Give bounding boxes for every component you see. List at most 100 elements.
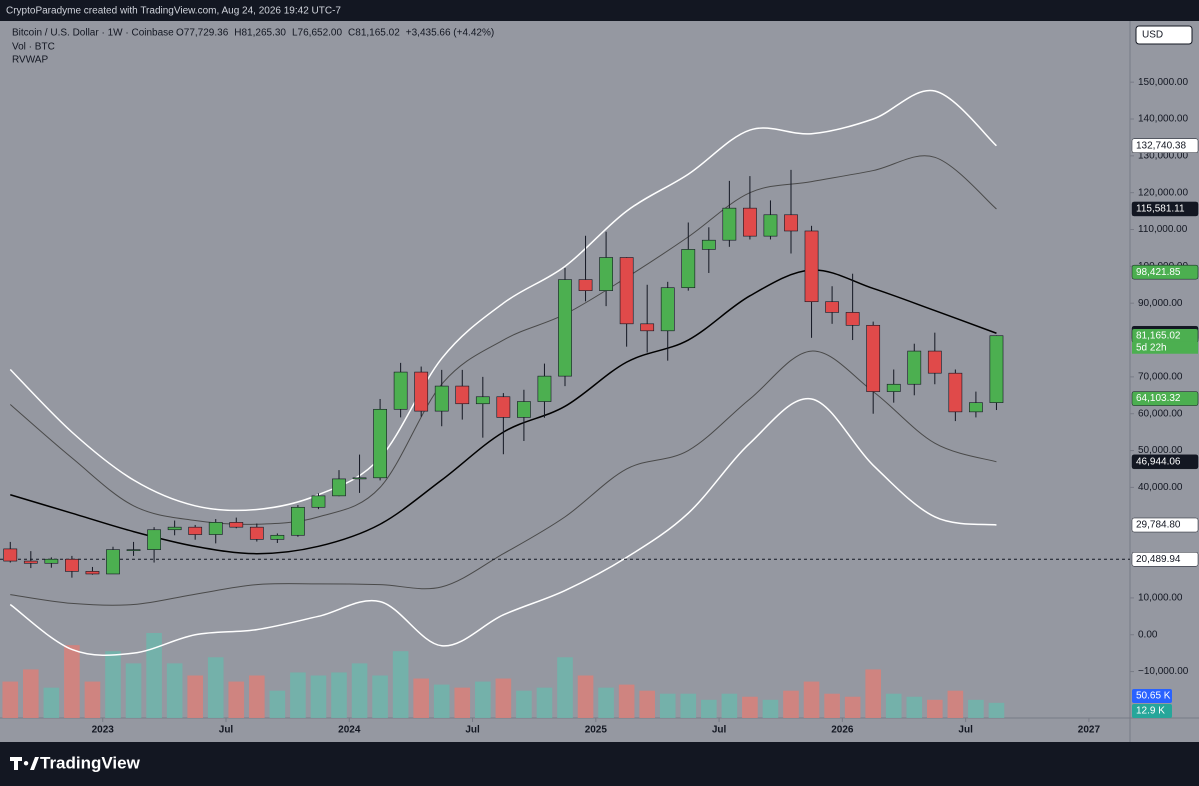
volume-bar bbox=[721, 693, 738, 718]
price-tag-label: 132,740.38 bbox=[1136, 140, 1186, 151]
candle-body bbox=[825, 301, 839, 313]
volume-bar bbox=[844, 696, 861, 718]
candle bbox=[414, 366, 429, 417]
candle bbox=[475, 376, 490, 438]
volume-bar bbox=[331, 672, 347, 718]
candle-body bbox=[455, 385, 470, 405]
price-tag-label: 98,421.85 bbox=[1136, 267, 1181, 278]
volume-bar bbox=[701, 699, 717, 718]
candle bbox=[249, 523, 264, 542]
ohlc-value: O77,729.36 bbox=[176, 28, 229, 39]
candle-body bbox=[886, 383, 901, 392]
volume-bar bbox=[680, 693, 697, 718]
currency-box bbox=[1135, 25, 1193, 45]
ohlc-value: +3,435.66 (+4.42%) bbox=[406, 28, 494, 39]
band-line bbox=[10, 269, 997, 555]
price-tag bbox=[1131, 264, 1199, 280]
price-tag bbox=[1131, 517, 1199, 533]
ohlc-value: L76,652.00 bbox=[292, 28, 342, 39]
band-line bbox=[9, 398, 997, 657]
candle-body bbox=[599, 257, 613, 291]
candle bbox=[927, 332, 942, 385]
y-tick-label: 90,000.00 bbox=[1138, 298, 1183, 309]
candle-body bbox=[907, 350, 922, 385]
volume-bar bbox=[146, 633, 162, 718]
candle-body bbox=[373, 408, 387, 479]
volume-bar bbox=[310, 675, 327, 718]
x-tick-label: Jul bbox=[465, 725, 480, 736]
candle bbox=[866, 321, 881, 414]
volume-bar bbox=[639, 690, 655, 718]
candle-body bbox=[640, 323, 655, 332]
price-tag bbox=[1131, 454, 1199, 470]
x-tick-label: 2026 bbox=[831, 725, 854, 736]
candle-body bbox=[249, 526, 264, 540]
volume-bar bbox=[207, 657, 224, 718]
volume-bar bbox=[885, 693, 902, 718]
candle bbox=[85, 566, 100, 575]
candle-body bbox=[743, 207, 757, 237]
candle-body bbox=[578, 279, 593, 291]
candle-body bbox=[866, 324, 881, 392]
volume-bar bbox=[392, 651, 409, 718]
candle bbox=[126, 541, 141, 556]
candle bbox=[44, 557, 59, 568]
volume-tag bbox=[1132, 689, 1172, 703]
volume-bar bbox=[84, 681, 101, 718]
candle bbox=[989, 335, 1004, 411]
volume-tag bbox=[1132, 704, 1172, 718]
candle-body bbox=[763, 214, 778, 237]
candle bbox=[948, 369, 963, 422]
candle bbox=[455, 369, 470, 420]
candle-body bbox=[784, 214, 798, 232]
candle bbox=[640, 284, 655, 353]
y-tick-label: 10,000.00 bbox=[1138, 593, 1183, 604]
candle bbox=[311, 493, 326, 510]
price-tag-label: 20,489.94 bbox=[1136, 554, 1181, 565]
candle-body bbox=[537, 375, 552, 402]
candle-body bbox=[229, 522, 244, 528]
volume-bar bbox=[598, 687, 614, 718]
candle bbox=[106, 546, 120, 575]
candle-body bbox=[496, 396, 511, 418]
volume-bar bbox=[906, 696, 923, 718]
candle bbox=[496, 393, 511, 455]
candle bbox=[208, 519, 223, 544]
candle bbox=[352, 454, 367, 493]
volume-bar bbox=[865, 669, 881, 718]
candle bbox=[537, 363, 552, 418]
price-tag-label: 64,103.32 bbox=[1136, 393, 1181, 404]
candle-body bbox=[660, 287, 675, 332]
volume-bar bbox=[372, 675, 388, 718]
candle-body bbox=[23, 560, 38, 564]
volume-bar bbox=[228, 681, 245, 718]
candle-body bbox=[44, 558, 59, 564]
price-tag bbox=[1131, 552, 1199, 567]
y-tick-label: 70,000.00 bbox=[1138, 372, 1183, 383]
volume-bar bbox=[742, 696, 758, 718]
price-tag-label: 115,581.11 bbox=[1136, 204, 1185, 215]
x-tick-label: 2027 bbox=[1078, 725, 1101, 736]
candle bbox=[804, 225, 819, 338]
volume-tag-label: 12.9 K bbox=[1136, 706, 1165, 717]
volume-bar bbox=[249, 675, 265, 718]
volume-bar bbox=[618, 684, 635, 718]
price-tag bbox=[1131, 391, 1199, 406]
candle bbox=[23, 551, 38, 569]
candle bbox=[373, 398, 387, 481]
volume-bar bbox=[557, 657, 573, 718]
candle bbox=[599, 231, 613, 307]
volume-bar bbox=[536, 687, 553, 718]
price-tag-label: 81,165.02 bbox=[1136, 330, 1181, 341]
candle bbox=[701, 227, 716, 273]
candle bbox=[722, 180, 737, 247]
candle-body bbox=[414, 371, 429, 412]
volume-bar bbox=[23, 669, 39, 718]
volume-bar bbox=[2, 681, 19, 718]
x-tick-label: 2025 bbox=[585, 725, 608, 736]
candle bbox=[3, 541, 18, 563]
volume-tag-label: 50.65 K bbox=[1136, 691, 1171, 702]
candle-body bbox=[927, 350, 942, 374]
candle bbox=[784, 169, 798, 254]
